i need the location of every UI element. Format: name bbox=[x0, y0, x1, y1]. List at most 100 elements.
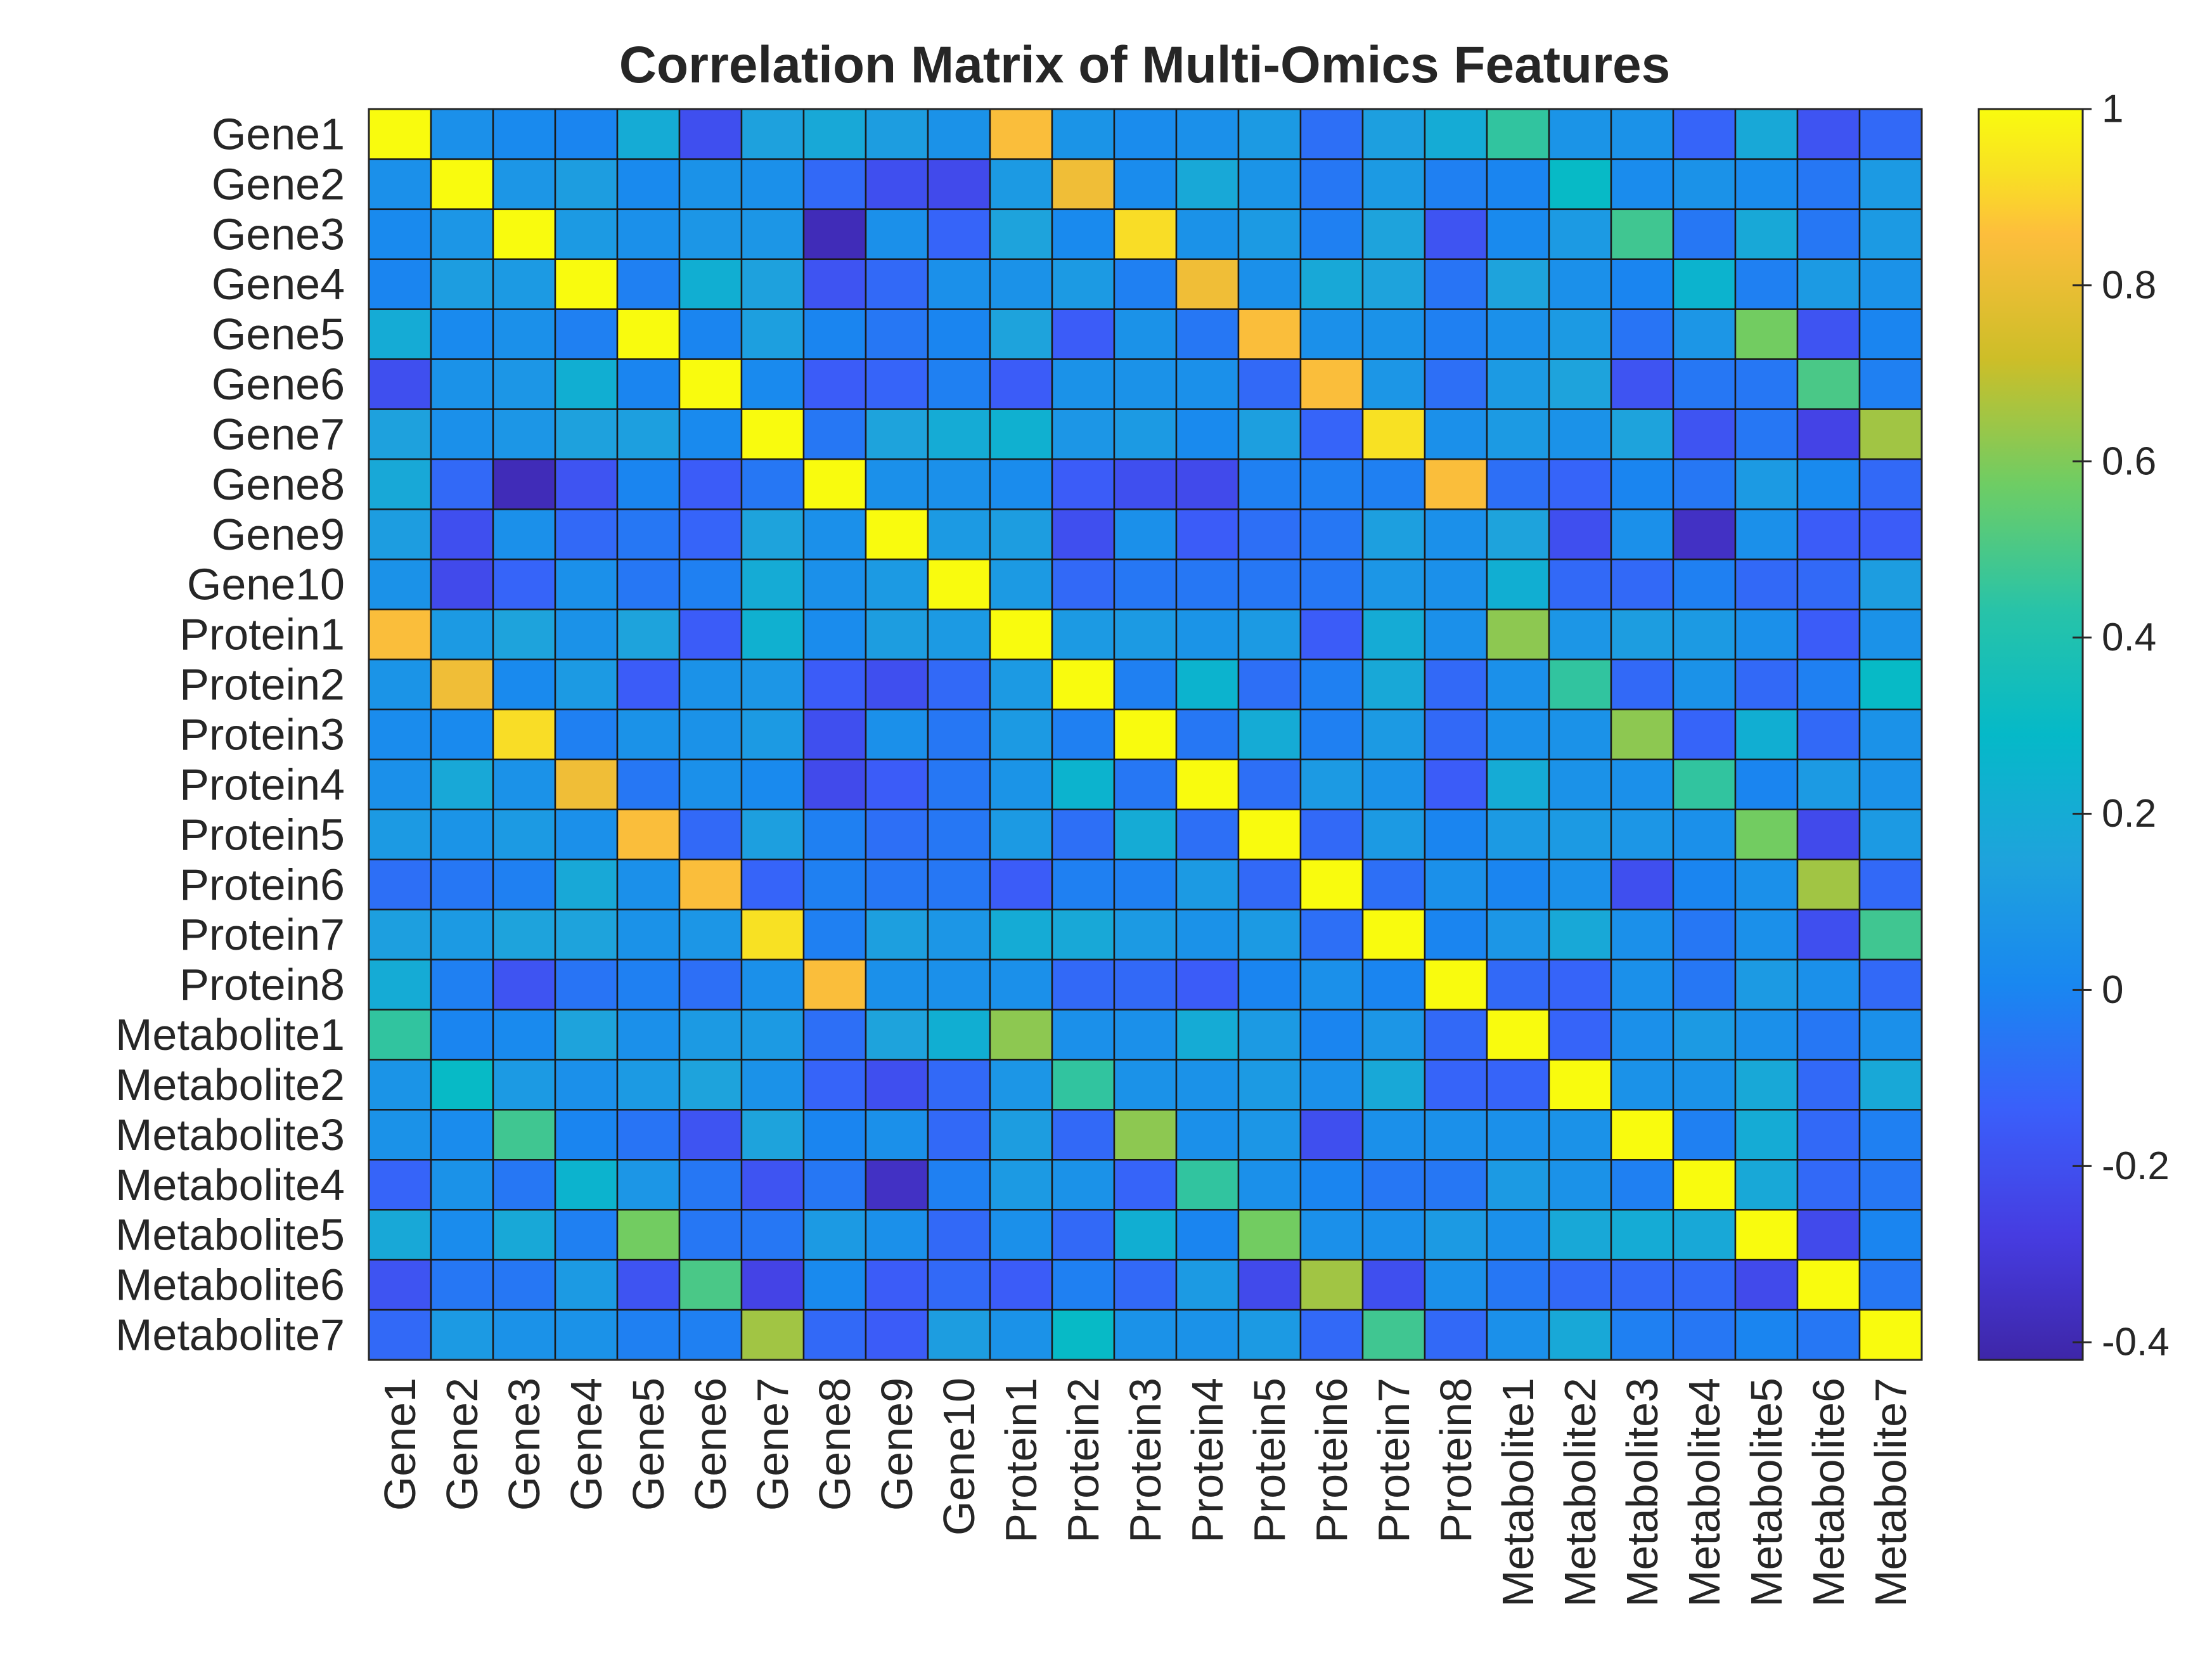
heatmap-cell bbox=[1734, 408, 1799, 460]
heatmap-cell bbox=[1113, 308, 1178, 360]
heatmap-cell bbox=[1051, 508, 1116, 560]
heatmap-cell bbox=[1548, 959, 1612, 1011]
heatmap-cell bbox=[492, 658, 556, 711]
heatmap-cell bbox=[492, 959, 556, 1011]
heatmap-cell bbox=[802, 158, 867, 210]
heatmap-cell bbox=[1424, 358, 1488, 410]
heatmap-cell bbox=[1237, 108, 1302, 160]
heatmap-cell bbox=[1175, 858, 1240, 910]
heatmap-cell bbox=[927, 858, 991, 910]
heatmap-cell bbox=[1672, 1208, 1737, 1261]
heatmap-cell bbox=[1486, 908, 1550, 960]
heatmap-cell bbox=[740, 1109, 805, 1161]
heatmap-cell bbox=[678, 758, 743, 811]
heatmap-cell bbox=[1051, 559, 1116, 611]
heatmap-cell bbox=[1610, 158, 1675, 210]
column-tick-label: Metabolite6 bbox=[1804, 1378, 1853, 1607]
heatmap-cell bbox=[1051, 608, 1116, 661]
heatmap-cell bbox=[989, 959, 1053, 1011]
heatmap-cell bbox=[430, 959, 494, 1011]
heatmap-cell bbox=[989, 308, 1053, 360]
heatmap-cell bbox=[554, 758, 619, 811]
heatmap-cell bbox=[1486, 559, 1550, 611]
heatmap-cell bbox=[1113, 1059, 1178, 1111]
heatmap-cell bbox=[368, 658, 432, 711]
heatmap-cell bbox=[678, 808, 743, 861]
heatmap-cell bbox=[802, 1159, 867, 1211]
heatmap-cell bbox=[1486, 1258, 1550, 1311]
heatmap-cell bbox=[1299, 1309, 1364, 1361]
heatmap-cell bbox=[1361, 1109, 1426, 1161]
heatmap-cell bbox=[1175, 308, 1240, 360]
heatmap-cell bbox=[1113, 858, 1178, 910]
heatmap-cell bbox=[1858, 1009, 1923, 1061]
heatmap-cell bbox=[1175, 158, 1240, 210]
heatmap-cell bbox=[1486, 508, 1550, 560]
heatmap-cell bbox=[368, 1159, 432, 1211]
heatmap-cell bbox=[1672, 1109, 1737, 1161]
heatmap-cell bbox=[678, 1309, 743, 1361]
heatmap-cell bbox=[1610, 1109, 1675, 1161]
heatmap-cell bbox=[492, 1208, 556, 1261]
heatmap-cell bbox=[1672, 908, 1737, 960]
colorbar-tick-label: -0.4 bbox=[2102, 1321, 2170, 1364]
row-tick-label: Gene6 bbox=[212, 359, 345, 409]
heatmap-cell bbox=[740, 1208, 805, 1261]
heatmap-cell bbox=[616, 658, 681, 711]
heatmap-cell bbox=[1051, 1109, 1116, 1161]
heatmap-cell bbox=[1299, 959, 1364, 1011]
row-tick-label: Gene3 bbox=[212, 209, 345, 259]
heatmap-cell bbox=[1051, 158, 1116, 210]
heatmap-cell bbox=[1175, 1208, 1240, 1261]
heatmap-cell bbox=[1299, 708, 1364, 761]
heatmap-cell bbox=[865, 208, 929, 261]
heatmap-cell bbox=[1051, 1159, 1116, 1211]
heatmap-cell bbox=[989, 158, 1053, 210]
heatmap-cell bbox=[1548, 758, 1612, 811]
heatmap-cell bbox=[740, 258, 805, 310]
heatmap-cell bbox=[616, 358, 681, 410]
heatmap-cell bbox=[740, 1059, 805, 1111]
heatmap-cell bbox=[1113, 1258, 1178, 1311]
heatmap-cell bbox=[1734, 758, 1799, 811]
colorbar-tick-label: 0.4 bbox=[2102, 616, 2156, 659]
heatmap-cell bbox=[616, 158, 681, 210]
heatmap-cell bbox=[1858, 1109, 1923, 1161]
heatmap-cell bbox=[1361, 758, 1426, 811]
heatmap-cell bbox=[1734, 1309, 1799, 1361]
heatmap-cell bbox=[1237, 208, 1302, 261]
heatmap-cell bbox=[1610, 408, 1675, 460]
heatmap-cell bbox=[678, 1208, 743, 1261]
heatmap-cell bbox=[740, 559, 805, 611]
heatmap-cell bbox=[1796, 308, 1861, 360]
heatmap-cell bbox=[1237, 608, 1302, 661]
heatmap-cell bbox=[1486, 258, 1550, 310]
heatmap-cell bbox=[1113, 358, 1178, 410]
heatmap-cell bbox=[1237, 559, 1302, 611]
heatmap-cell bbox=[802, 258, 867, 310]
heatmap-cell bbox=[368, 458, 432, 510]
colorbar-tick-label: 1 bbox=[2102, 87, 2123, 131]
heatmap-cell bbox=[865, 1159, 929, 1211]
heatmap-cell bbox=[678, 108, 743, 160]
heatmap-cell bbox=[1858, 658, 1923, 711]
heatmap-cell bbox=[1672, 808, 1737, 861]
heatmap-cell bbox=[802, 908, 867, 960]
heatmap-cell bbox=[927, 1208, 991, 1261]
heatmap-cell bbox=[740, 758, 805, 811]
heatmap-cell bbox=[492, 258, 556, 310]
heatmap-cell bbox=[1486, 959, 1550, 1011]
heatmap-cell bbox=[1361, 708, 1426, 761]
heatmap-cell bbox=[616, 1208, 681, 1261]
heatmap-cell bbox=[802, 559, 867, 611]
heatmap-cell bbox=[1237, 1109, 1302, 1161]
heatmap-cell bbox=[616, 959, 681, 1011]
heatmap-cell bbox=[1858, 208, 1923, 261]
row-tick-label: Metabolite7 bbox=[115, 1310, 345, 1360]
heatmap-cell bbox=[1548, 808, 1612, 861]
heatmap-cell bbox=[554, 1309, 619, 1361]
heatmap-cell bbox=[368, 1109, 432, 1161]
heatmap-cell bbox=[1361, 308, 1426, 360]
heatmap-cell bbox=[989, 508, 1053, 560]
heatmap-cell bbox=[554, 858, 619, 910]
